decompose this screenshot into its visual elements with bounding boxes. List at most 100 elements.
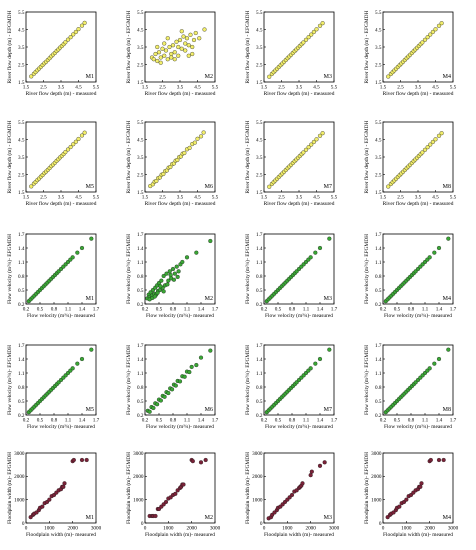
y-axis-label: Flow velocity (m³/s)- EFGMDH — [6, 234, 13, 304]
y-tick-label: 0.5 — [375, 288, 382, 294]
x-tick-label: 2000 — [424, 526, 435, 532]
x-tick-label: 0.2 — [380, 418, 387, 424]
x-tick-label: 1.5 — [23, 85, 30, 91]
x-tick-label: 0.2 — [142, 418, 149, 424]
data-point — [436, 23, 442, 28]
y-tick-label: 1.1 — [256, 260, 263, 266]
data-point — [322, 460, 327, 465]
data-point — [386, 184, 391, 189]
data-point — [308, 473, 313, 478]
x-axis-label: River flow depth (m) - measured — [26, 200, 97, 207]
x-axis-label: Flow velocity (m³/s)- measured — [27, 312, 95, 319]
x-tick-label: 1.1 — [422, 307, 429, 313]
data-point — [73, 29, 78, 35]
data-point — [153, 513, 158, 519]
data-point — [155, 290, 160, 295]
x-tick-label: 0 — [263, 526, 266, 532]
x-tick-label: 2.5 — [397, 85, 404, 91]
data-point — [432, 361, 437, 366]
data-point — [79, 356, 85, 362]
x-tick-label: 0.5 — [275, 418, 282, 424]
x-tick-label: 3000 — [329, 526, 340, 532]
y-tick-label: 3000 — [252, 451, 263, 457]
data-point — [303, 147, 309, 152]
data-point — [89, 236, 94, 241]
data-point — [311, 139, 316, 145]
data-point — [166, 390, 171, 396]
data-point — [179, 29, 184, 34]
x-tick-label: 1.7 — [93, 307, 100, 313]
y-tick-label: 3.5 — [256, 45, 263, 51]
model-label: M4 — [443, 74, 451, 80]
data-point — [317, 23, 323, 28]
y-tick-label: 1.4 — [137, 357, 144, 363]
data-point — [147, 409, 152, 414]
data-point — [306, 145, 311, 150]
scatter-panel-13: 0.2 0.5 0.8 1.1 1.4 1.70.20.50.81.11.41.7Flow… — [6, 343, 100, 430]
data-point — [190, 51, 195, 57]
x-tick-label: 1.1 — [65, 307, 72, 313]
y-tick-label: 1.7 — [137, 232, 144, 238]
data-point — [71, 457, 76, 463]
data-point — [172, 57, 177, 62]
data-point — [89, 347, 94, 352]
x-tick-label: 5.5 — [212, 85, 219, 91]
data-point — [176, 53, 181, 58]
y-axis-label: River flow depth (m) - EFGMDH — [125, 10, 132, 83]
y-axis-label: River flow depth (m) - EFGMDH — [125, 120, 132, 193]
model-label: M1 — [86, 74, 94, 80]
data-point — [161, 273, 166, 279]
y-tick-label: 1.1 — [256, 371, 263, 377]
x-tick-label: 1000 — [282, 526, 293, 532]
y-tick-label: 5.5 — [18, 10, 25, 16]
x-tick-label: 1.5 — [23, 195, 30, 201]
y-tick-label: 2.5 — [375, 172, 382, 178]
data-point — [170, 43, 176, 48]
data-point — [176, 269, 181, 274]
y-tick-label: 1.1 — [137, 260, 144, 266]
y-tick-label: 0.8 — [375, 274, 382, 280]
x-tick-label: 0.5 — [156, 307, 163, 313]
data-point — [62, 481, 67, 486]
data-point — [181, 34, 186, 39]
y-tick-label: 0.5 — [137, 288, 144, 294]
y-axis-label: Floodplain width (m)- EFGMDH — [363, 452, 370, 524]
data-point — [428, 142, 433, 147]
data-point — [446, 236, 451, 241]
y-tick-label: 3.5 — [375, 155, 382, 161]
y-tick-label: 1.4 — [256, 246, 263, 252]
y-tick-label: 2.5 — [137, 62, 144, 68]
y-tick-label: 2.5 — [18, 172, 25, 178]
x-tick-label: 1000 — [44, 526, 55, 532]
y-axis-label: Flow velocity (m³/s)- EFGMDH — [244, 234, 251, 304]
y-tick-label: 0.5 — [256, 288, 263, 294]
scatter-panel-15: 0.2 0.5 0.8 1.1 1.4 1.70.20.50.81.11.41.7Flow… — [244, 343, 338, 430]
data-point — [174, 39, 179, 44]
x-tick-label: 0 — [144, 526, 147, 532]
x-tick-label: 2.5 — [278, 195, 285, 201]
data-point — [158, 284, 163, 289]
model-label: M6 — [205, 407, 213, 413]
x-tick-label: 0.5 — [275, 307, 282, 313]
x-tick-label: 3.5 — [58, 85, 65, 91]
x-tick-label: 1.5 — [142, 195, 149, 201]
data-point — [152, 294, 157, 299]
model-label: M3 — [324, 296, 332, 302]
plot-frame — [25, 452, 97, 524]
x-tick-label: 0.8 — [51, 418, 58, 424]
plot-frame — [144, 452, 216, 524]
y-axis-label: Flow velocity (m³/s)- EFGMDH — [125, 345, 132, 415]
y-tick-label: 1.5 — [18, 190, 25, 196]
x-tick-label: 0.8 — [289, 307, 296, 313]
data-point — [314, 27, 319, 32]
x-tick-label: 5.5 — [450, 85, 457, 91]
model-label: M2 — [205, 296, 213, 302]
x-tick-label: 1.1 — [65, 418, 72, 424]
x-tick-label: 3.5 — [415, 85, 422, 91]
data-point — [40, 504, 45, 509]
